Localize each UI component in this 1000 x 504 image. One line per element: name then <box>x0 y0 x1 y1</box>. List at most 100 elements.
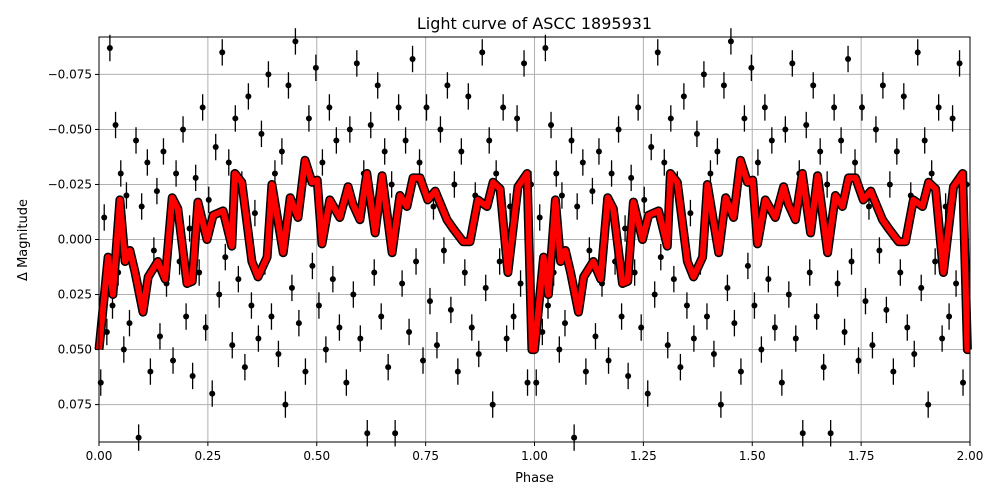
y-axis-label: Δ Magnitude <box>16 199 31 281</box>
data-point <box>661 159 668 166</box>
data-point <box>461 269 468 276</box>
data-point <box>900 93 907 100</box>
data-point <box>202 324 209 331</box>
data-point <box>333 137 340 144</box>
data-point <box>862 298 869 305</box>
data-point <box>346 126 353 133</box>
data-point <box>489 401 496 408</box>
data-point <box>918 284 925 291</box>
data-point <box>960 379 967 386</box>
data-point <box>430 203 437 210</box>
data-point <box>737 368 744 375</box>
data-point <box>548 122 555 129</box>
data-point <box>803 122 810 129</box>
data-point <box>946 313 953 320</box>
data-point <box>101 214 108 221</box>
data-point <box>216 291 223 298</box>
y-tick-label: 0.000 <box>58 233 92 247</box>
data-point <box>395 104 402 111</box>
data-point <box>949 115 956 122</box>
data-point <box>813 313 820 320</box>
data-point <box>883 306 890 313</box>
data-point <box>112 122 119 129</box>
data-point <box>475 350 482 357</box>
data-point <box>869 342 876 349</box>
data-point <box>255 335 262 342</box>
data-point <box>378 313 385 320</box>
data-point <box>423 104 430 111</box>
data-point <box>876 247 883 254</box>
data-point <box>268 313 275 320</box>
data-point <box>670 276 677 283</box>
data-point <box>785 291 792 298</box>
data-point <box>751 302 758 309</box>
data-point <box>433 342 440 349</box>
data-point <box>385 364 392 371</box>
data-point <box>493 170 500 177</box>
x-tick-label: 1.00 <box>521 449 548 463</box>
data-point <box>357 335 364 342</box>
y-axis: −0.075 −0.050 −0.025 0.000 0.025 0.050 0.075 <box>48 67 99 412</box>
data-point <box>437 126 444 133</box>
data-point <box>956 60 963 67</box>
y-tick-label: 0.050 <box>58 343 92 357</box>
data-point <box>561 320 568 327</box>
data-point <box>343 379 350 386</box>
data-point <box>245 93 252 100</box>
data-point <box>451 181 458 188</box>
data-point <box>482 284 489 291</box>
data-point <box>180 126 187 133</box>
data-point <box>126 320 133 327</box>
data-point <box>615 126 622 133</box>
data-point <box>326 104 333 111</box>
data-point <box>717 401 724 408</box>
data-point <box>820 364 827 371</box>
data-point <box>605 357 612 364</box>
data-point <box>810 82 817 89</box>
data-point <box>631 269 638 276</box>
data-point <box>758 346 765 353</box>
data-point <box>292 38 299 45</box>
data-point <box>329 276 336 283</box>
data-point <box>574 203 581 210</box>
data-point <box>248 302 255 309</box>
data-point <box>465 93 472 100</box>
model-curve <box>94 155 972 355</box>
data-point <box>638 324 645 331</box>
data-point <box>886 181 893 188</box>
data-point <box>568 137 575 144</box>
data-point <box>925 401 932 408</box>
data-point <box>667 115 674 122</box>
data-point <box>838 137 845 144</box>
data-point <box>350 291 357 298</box>
data-point <box>648 144 655 151</box>
data-point <box>524 379 531 386</box>
data-point <box>241 364 248 371</box>
data-point <box>219 49 226 56</box>
data-point <box>582 368 589 375</box>
data-point <box>225 159 232 166</box>
data-point <box>189 372 196 379</box>
data-point <box>635 104 642 111</box>
data-point <box>521 60 528 67</box>
data-point <box>932 258 939 265</box>
data-point <box>771 324 778 331</box>
data-point <box>374 82 381 89</box>
data-point <box>707 170 714 177</box>
data-point <box>364 430 371 437</box>
data-point <box>150 247 157 254</box>
data-point <box>741 115 748 122</box>
data-point <box>196 269 203 276</box>
data-point <box>416 159 423 166</box>
data-point <box>232 115 239 122</box>
data-point <box>409 56 416 63</box>
x-tick-label: 1.75 <box>848 449 875 463</box>
data-point <box>144 159 151 166</box>
data-point <box>106 45 113 52</box>
data-point <box>571 434 578 441</box>
data-point <box>677 364 684 371</box>
data-point <box>841 328 848 335</box>
data-point <box>135 434 142 441</box>
data-point <box>714 148 721 155</box>
data-point <box>928 170 935 177</box>
